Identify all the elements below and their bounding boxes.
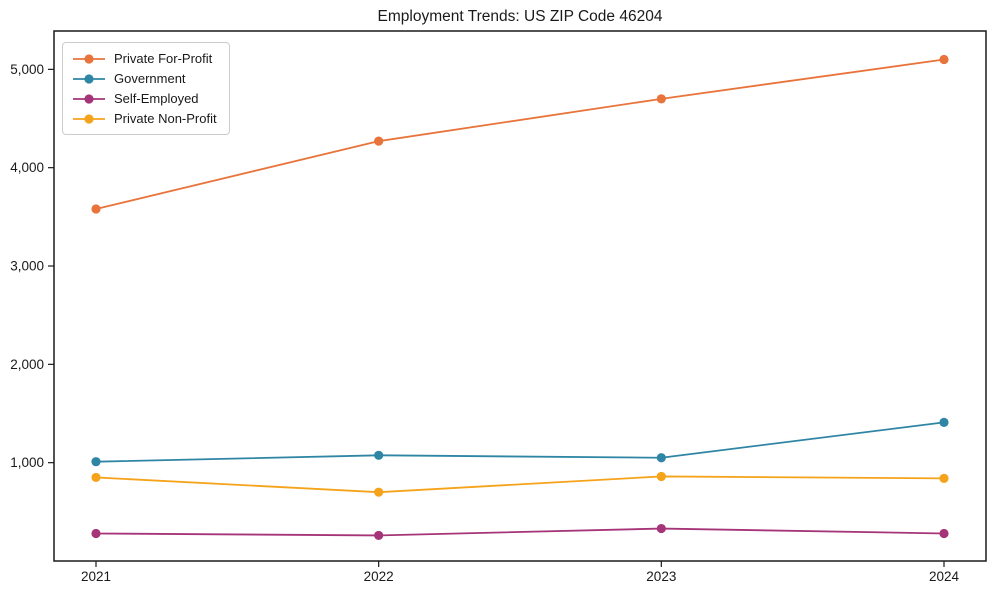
data-point-marker [939, 528, 949, 539]
legend-label: Government [114, 71, 186, 86]
data-point-marker [91, 472, 101, 483]
series-line [95, 421, 945, 463]
legend-line-marker-icon [73, 53, 105, 64]
legend-line-marker-icon [73, 113, 105, 124]
y-tick-label: 5,000 [10, 62, 44, 77]
data-point-marker [91, 457, 101, 467]
data-point-marker [374, 136, 384, 146]
chart-title: Employment Trends: US ZIP Code 46204 [377, 8, 663, 25]
data-point-marker [656, 471, 666, 482]
data-point-marker [939, 473, 949, 484]
data-point-marker [374, 487, 384, 497]
legend-line-marker-icon [73, 73, 105, 84]
y-tick-label: 3,000 [10, 259, 44, 274]
legend-item: Private For-Profit [72, 49, 217, 68]
x-tick-label: 2024 [929, 569, 960, 584]
legend-item: Self-Employed [72, 89, 217, 108]
series-line [95, 475, 945, 494]
data-point-marker [656, 523, 666, 534]
data-point-marker [939, 417, 949, 427]
series-line [95, 58, 945, 210]
y-tick-label: 4,000 [10, 160, 44, 175]
data-point-marker [91, 204, 101, 214]
legend-item: Government [72, 69, 217, 88]
legend-item: Private Non-Profit [72, 109, 217, 128]
data-point-marker [374, 450, 384, 460]
y-tick-label: 2,000 [10, 357, 44, 372]
data-point-marker [939, 54, 949, 65]
x-tick-label: 2022 [364, 569, 394, 584]
data-point-marker [374, 530, 384, 541]
legend-label: Private For-Profit [114, 51, 213, 66]
legend-line-marker-icon [73, 93, 105, 104]
x-tick-label: 2021 [81, 569, 111, 584]
data-point-marker [91, 528, 101, 539]
legend: Private For-Profit Government Self-Employe… [62, 42, 230, 135]
plot-border [53, 30, 987, 562]
legend-label: Private Non-Profit [114, 111, 217, 126]
data-point-marker [656, 453, 666, 463]
data-point-marker [656, 94, 666, 104]
series-line [95, 527, 945, 537]
y-tick-label: 1,000 [10, 455, 44, 470]
x-tick-label: 2023 [646, 569, 676, 584]
legend-label: Self-Employed [114, 91, 199, 106]
